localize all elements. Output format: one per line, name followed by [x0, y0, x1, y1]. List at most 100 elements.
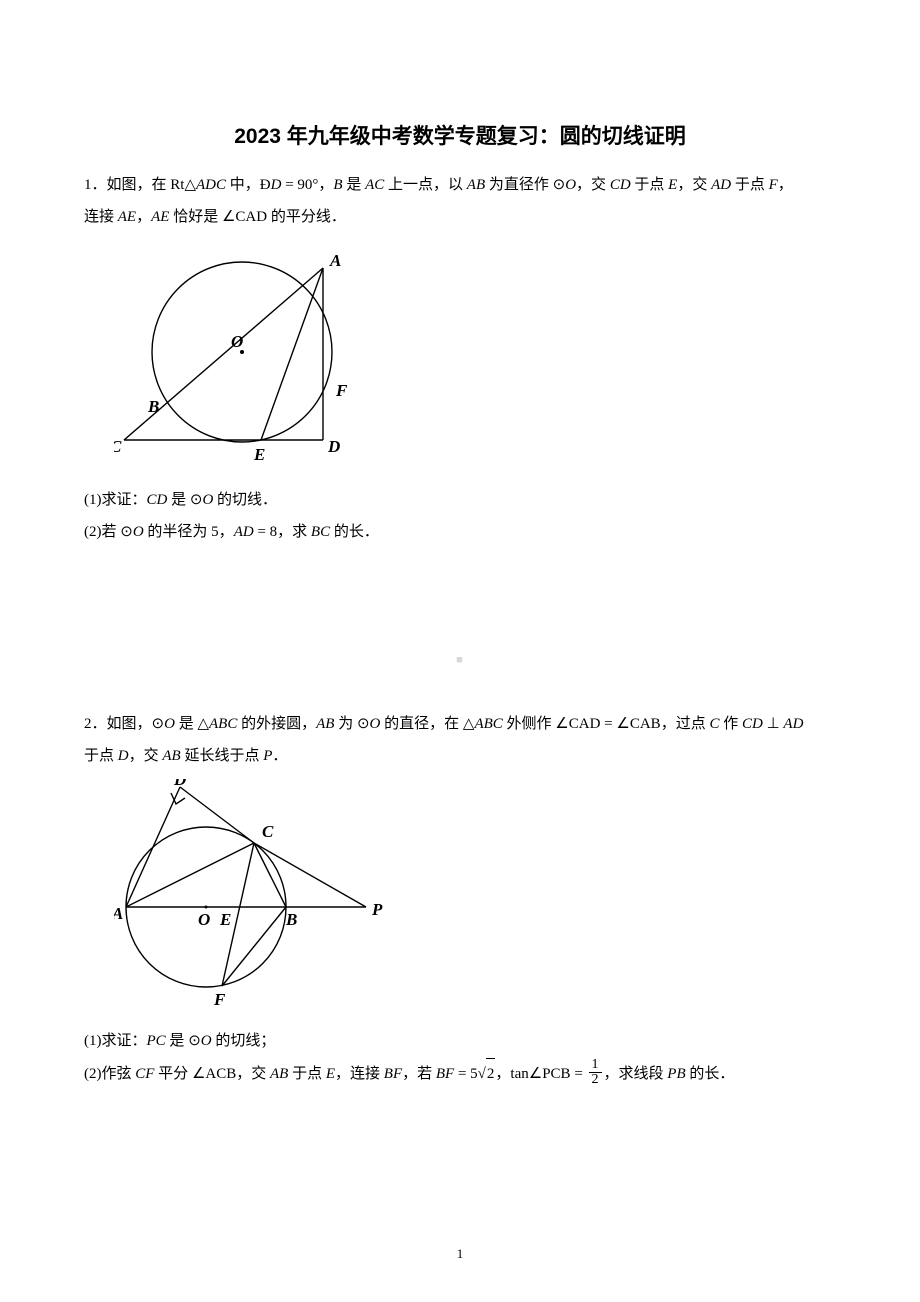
- p2-t3: 的外接圆，: [237, 716, 316, 732]
- p1-s1p3: 的切线．: [213, 492, 277, 508]
- p1-s2p4: 的长．: [330, 524, 379, 540]
- p2-s1p3: 的切线；: [212, 1033, 276, 1049]
- p1-s2ad: AD: [234, 524, 254, 540]
- p1-ae2: AE: [151, 209, 169, 225]
- p2-tri2: △: [463, 716, 475, 732]
- p1-s2o: O: [133, 524, 144, 540]
- p2-s2pb: PB: [667, 1066, 685, 1082]
- p2-eq: =: [600, 716, 616, 732]
- p1-F-label: F: [335, 381, 348, 400]
- p2-B-label: B: [285, 910, 297, 929]
- p1-C-label: C: [114, 437, 122, 456]
- p1-cd: CD: [610, 177, 631, 193]
- p2-s2tan: tan: [510, 1066, 528, 1082]
- p1-angcad: ∠CAD: [222, 209, 267, 225]
- p2-O-label: O: [198, 910, 210, 929]
- p2-s2sqrt: √2: [478, 1058, 496, 1089]
- p1-s2: (2)若: [84, 524, 120, 540]
- p1-t4: 上一点，以: [384, 177, 467, 193]
- p2-s2acb: ∠ACB: [192, 1066, 236, 1082]
- p2-E-label: E: [219, 910, 231, 929]
- p2-perp: ⊥: [763, 716, 784, 732]
- p2-p: P: [263, 748, 272, 764]
- p2-s2pcb: ∠PCB: [529, 1066, 571, 1082]
- p1-d90: = 90°，: [281, 177, 333, 193]
- p2-ad: AD: [783, 716, 803, 732]
- p2-abc: ABC: [209, 716, 237, 732]
- p2-svg: A O B P C D E F: [114, 779, 394, 1011]
- p2-s1o: O: [201, 1033, 212, 1049]
- p2-CP-line: [254, 843, 366, 907]
- p1-t6: ，交: [576, 177, 610, 193]
- p1-l2p3: 恰好是: [169, 209, 222, 225]
- p2-cad: ∠CAD: [555, 716, 600, 732]
- p1-t: 1．如图，在 Rt: [84, 177, 184, 193]
- p1-A-label: A: [329, 251, 341, 270]
- p1-D-label: D: [327, 437, 340, 456]
- p2-s2e: E: [326, 1066, 335, 1082]
- p1-s2co: ⊙: [120, 524, 133, 540]
- p1-f: F: [769, 177, 778, 193]
- p1-ang: Ð: [260, 177, 271, 193]
- p1-E-label: E: [253, 445, 265, 464]
- p2-t5: 的直径，在: [380, 716, 463, 732]
- p2-c: C: [709, 716, 719, 732]
- p2-s2p8: ，求线段: [604, 1066, 668, 1082]
- p2-frac-den: 2: [589, 1073, 602, 1087]
- p2-l2p3: 延长线于点: [181, 748, 264, 764]
- p1-line1: 1．如图，在 Rt△ADC 中，ÐD = 90°，B 是 AC 上一点，以 AB…: [84, 170, 836, 200]
- p2-P-label: P: [371, 900, 383, 919]
- p1-line2: 连接 AE，AE 恰好是 ∠CAD 的平分线．: [84, 202, 836, 232]
- p1-t3: 是: [343, 177, 366, 193]
- p2-t6: 外侧作: [503, 716, 556, 732]
- p1-o1: O: [565, 177, 576, 193]
- p2-F-label: F: [213, 990, 226, 1009]
- p2-l2p4: ．: [272, 748, 287, 764]
- p1-t10: ，: [778, 177, 793, 193]
- p2-o1: O: [164, 716, 175, 732]
- p1-O-label: O: [231, 332, 243, 351]
- p2-co2: ⊙: [357, 716, 370, 732]
- p2-s2p4: 于点: [288, 1066, 326, 1082]
- p1-adc: ADC: [196, 177, 226, 193]
- p2-s1p2: 是: [166, 1033, 189, 1049]
- p1-t2: 中，: [226, 177, 260, 193]
- p1-sub2: (2)若 ⊙O 的半径为 5，AD = 8，求 BC 的长．: [84, 517, 836, 547]
- p2-C-label: C: [262, 822, 274, 841]
- p2-sub2: (2)作弦 CF 平分 ∠ACB，交 AB 于点 E，连接 BF，若 BF = …: [84, 1058, 836, 1089]
- p1-ad: AD: [711, 177, 731, 193]
- p2-abc2: ABC: [474, 716, 502, 732]
- p1-B-label: B: [147, 397, 159, 416]
- p2-figure: A O B P C D E F: [114, 779, 836, 1016]
- p2-cab: ∠CAB: [616, 716, 660, 732]
- p2-s2p7: ，: [495, 1066, 510, 1082]
- p2-O-dot: [205, 906, 208, 909]
- p2-t2: 是: [175, 716, 198, 732]
- p2-D-label: D: [173, 779, 186, 789]
- p2-frac-num: 1: [589, 1058, 602, 1073]
- p1-t9: 于点: [731, 177, 769, 193]
- p2-s2p2: 平分: [154, 1066, 192, 1082]
- p1-figure: A O B C D E F: [114, 240, 836, 475]
- p1-sub1: (1)求证：CD 是 ⊙O 的切线．: [84, 485, 836, 515]
- p1-s1o: O: [202, 492, 213, 508]
- p2-s2bf: BF: [384, 1066, 402, 1082]
- p2-frac: 12: [589, 1058, 602, 1087]
- p2-s2p3: ，交: [236, 1066, 270, 1082]
- p2-CD-line: [180, 787, 254, 843]
- p2-BF-line: [222, 907, 286, 986]
- p1-ab: AB: [467, 177, 485, 193]
- p2-t4: 为: [334, 716, 357, 732]
- p1-s1: (1)求证：: [84, 492, 147, 508]
- p2-s2p6: ，若: [402, 1066, 436, 1082]
- p2-l2p2: ，交: [129, 748, 163, 764]
- p2-t8: 作: [719, 716, 742, 732]
- problem-1: 1．如图，在 Rt△ADC 中，ÐD = 90°，B 是 AC 上一点，以 AB…: [84, 170, 836, 547]
- p2-s2cf: CF: [135, 1066, 154, 1082]
- problem-2: 2．如图，⊙O 是 △ABC 的外接圆，AB 为 ⊙O 的直径，在 △ABC 外…: [84, 709, 836, 1089]
- p1-s1co: ⊙: [190, 492, 203, 508]
- p1-s1p2: 是: [167, 492, 190, 508]
- p2-s2sqrtval: 2: [486, 1058, 496, 1089]
- p1-AE-line: [261, 268, 323, 440]
- p1-s2p2: 的半径为 5，: [144, 524, 234, 540]
